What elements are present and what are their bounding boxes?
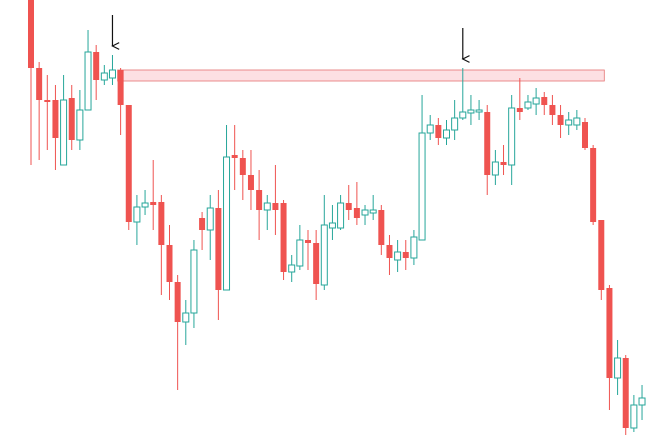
candle-body [313, 243, 320, 284]
candle-body [150, 202, 157, 205]
candle-body [60, 99, 68, 166]
candle-body [256, 190, 263, 210]
candle-body [68, 98, 75, 140]
candle-body [93, 52, 100, 80]
candle-body [402, 252, 409, 258]
candle-body [614, 357, 622, 379]
candle-body [442, 129, 450, 139]
candle-body [108, 69, 116, 79]
candle-body [549, 105, 556, 115]
candle-body [117, 70, 124, 105]
candle-body [524, 101, 532, 109]
candle-body [353, 208, 360, 218]
candle-body [500, 162, 507, 165]
resistance-zone [117, 69, 605, 82]
candle-body [467, 109, 475, 114]
candle-body [247, 175, 254, 190]
candle-body [263, 202, 271, 211]
candle-body [206, 207, 214, 231]
candle-body [288, 264, 296, 273]
candle-body [296, 239, 304, 267]
candle-body [44, 100, 51, 102]
candle-body [394, 251, 402, 261]
candle-body [320, 224, 328, 286]
candle-body [565, 119, 573, 126]
candle-body [361, 209, 369, 216]
candle-body [638, 397, 646, 406]
candle-body [337, 202, 345, 229]
candle-body [133, 206, 141, 223]
candle-body [304, 240, 311, 243]
candle-body [174, 282, 181, 322]
candle-body [215, 208, 222, 290]
candle-body [280, 203, 287, 272]
candle-body [622, 358, 629, 428]
candle-body [125, 105, 132, 222]
candle-body [223, 156, 231, 291]
candle-body [36, 68, 43, 100]
candle-body [451, 117, 459, 131]
candle-body [573, 117, 581, 126]
candle-body [166, 245, 173, 282]
candle-body [345, 203, 352, 210]
candle-body [459, 111, 467, 119]
candle-body [426, 124, 434, 134]
candle-body [606, 288, 613, 378]
candle-body [369, 209, 377, 214]
candle-body [475, 109, 483, 113]
candle-body [76, 109, 84, 141]
candle-body [516, 108, 523, 112]
candle-body [532, 97, 540, 105]
candle-body [410, 236, 418, 259]
candle-body [158, 202, 165, 245]
candle-body [199, 218, 206, 230]
candle-body [190, 249, 198, 314]
candle-body [272, 203, 279, 210]
candle-body [182, 312, 190, 323]
candle-body [435, 125, 442, 138]
candle-body [630, 404, 638, 429]
candle-body [491, 161, 499, 176]
candle-body [378, 210, 385, 245]
candle-body [100, 72, 108, 81]
candle-body [541, 97, 548, 105]
candle-body [239, 158, 246, 175]
candle-body [598, 220, 605, 290]
candle-body [386, 245, 393, 258]
candle-body [508, 107, 516, 166]
candle-body [557, 115, 564, 125]
candle-body [141, 202, 149, 208]
candle-body [28, 0, 34, 68]
candle-body [581, 122, 588, 148]
candle-body [52, 100, 59, 138]
candle-body [484, 112, 491, 175]
candle-body [418, 132, 426, 241]
candle-body [328, 222, 336, 229]
candle-body [590, 148, 597, 222]
candle-body [84, 51, 92, 111]
candle-body [231, 155, 238, 158]
